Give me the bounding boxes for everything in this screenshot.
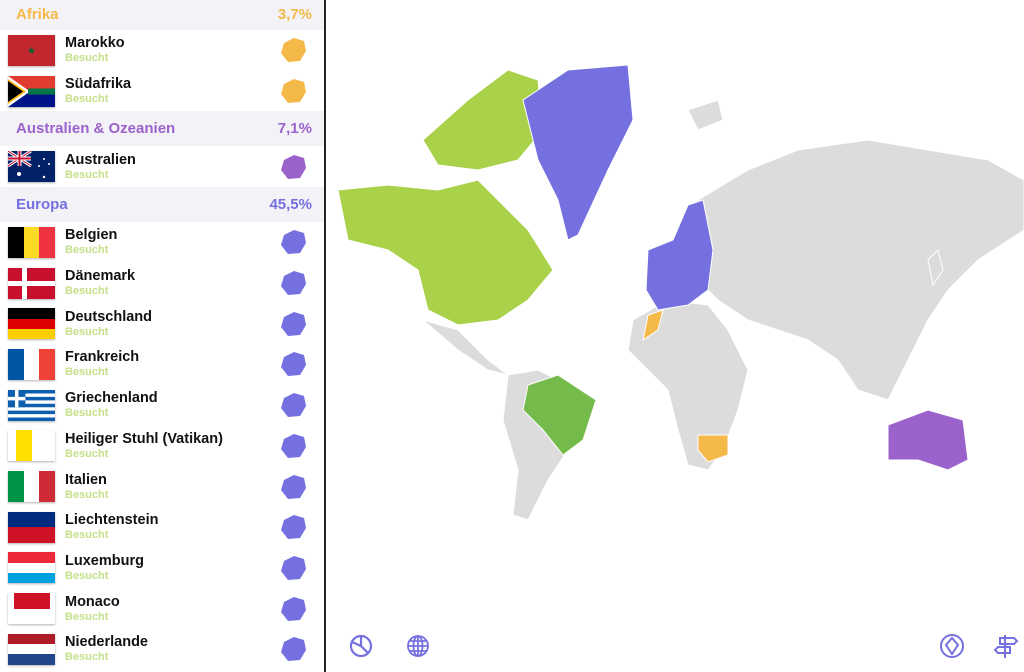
country-row[interactable]: Deutschland Besucht (0, 303, 324, 344)
country-name: Niederlande (65, 634, 148, 651)
flag-australia (8, 151, 55, 183)
flag-denmark (8, 267, 55, 299)
map-canada-islands (422, 69, 544, 171)
section-title: Afrika (16, 6, 59, 23)
section-header: Australien & Ozeanien 7,1% (0, 111, 324, 147)
country-shape-icon (281, 515, 306, 540)
flag-germany (8, 308, 55, 340)
visit-status: Besucht (65, 366, 109, 379)
section-percent: 3,7% (277, 6, 312, 23)
country-row[interactable]: Griechenland Besucht (0, 385, 324, 426)
country-list[interactable]: Afrika 3,7% ★ Marokko Besucht Südafrika Be… (0, 0, 326, 672)
visit-status: Besucht (65, 651, 109, 664)
country-name: Frankreich (65, 349, 140, 366)
map-australia (887, 409, 969, 471)
country-row[interactable]: Dänemark Besucht (0, 263, 324, 304)
signpost-icon[interactable] (994, 633, 1020, 659)
visit-status: Besucht (65, 244, 109, 257)
country-name: Deutschland (65, 308, 153, 325)
country-row[interactable]: Luxemburg Besucht (0, 548, 324, 589)
country-shape-icon (281, 230, 306, 255)
country-row[interactable]: Frankreich Besucht (0, 344, 324, 385)
world-heritage-icon[interactable] (939, 633, 965, 659)
visit-status: Besucht (65, 52, 109, 65)
country-name: Liechtenstein (65, 512, 159, 529)
section-header: Afrika 3,7% (0, 0, 324, 30)
section-title: Australien & Ozeanien (16, 120, 176, 138)
country-name: Dänemark (65, 268, 136, 285)
country-row[interactable]: Belgien Besucht (0, 222, 324, 263)
pie-chart-icon[interactable] (348, 633, 374, 659)
visit-status: Besucht (65, 529, 109, 542)
country-shape-icon (281, 154, 306, 179)
visit-status: Besucht (65, 488, 109, 501)
country-name: Südafrika (65, 76, 132, 93)
country-shape-icon (281, 271, 306, 296)
country-name: Belgien (65, 227, 118, 244)
flag-morocco: ★ (8, 34, 55, 66)
country-shape-icon (281, 555, 306, 580)
section-title: Europa (16, 196, 68, 214)
country-name: Griechenland (65, 390, 158, 407)
country-shape-icon (281, 352, 306, 377)
visit-status: Besucht (65, 569, 109, 582)
map-morocco (642, 309, 664, 342)
flag-luxembourg (8, 552, 55, 584)
map-europe (645, 199, 714, 311)
country-shape-icon (281, 393, 306, 418)
globe-icon[interactable] (405, 633, 431, 659)
flag-south-africa (8, 75, 55, 107)
country-shape-icon (281, 596, 306, 621)
country-shape-icon (281, 38, 306, 63)
flag-france (8, 348, 55, 380)
visit-status: Besucht (65, 610, 109, 623)
map-north-america (337, 179, 554, 326)
visit-status: Besucht (65, 407, 109, 420)
country-name: Italien (65, 471, 107, 488)
country-row[interactable]: Liechtenstein Besucht (0, 507, 324, 548)
visit-status: Besucht (65, 447, 109, 460)
country-name: Heiliger Stuhl (Vatikan) (65, 430, 223, 447)
country-row[interactable]: Italien Besucht (0, 466, 324, 507)
flag-italy (8, 471, 55, 503)
visit-status: Besucht (65, 168, 109, 181)
visit-status: Besucht (65, 285, 109, 298)
country-row[interactable]: Monaco Besucht (0, 588, 324, 629)
flag-greece (8, 389, 55, 421)
visit-status: Besucht (65, 93, 109, 106)
country-name: Marokko (65, 35, 125, 52)
country-row[interactable]: Australien Besucht (0, 146, 324, 187)
visit-status: Besucht (65, 325, 109, 338)
country-name: Monaco (65, 593, 120, 610)
country-row[interactable]: Südafrika Besucht (0, 71, 324, 112)
country-row[interactable]: Heiliger Stuhl (Vatikan) Besucht (0, 426, 324, 467)
country-shape-icon (281, 433, 306, 458)
flag-monaco (8, 593, 55, 625)
flag-liechtenstein (8, 511, 55, 543)
section-percent: 7,1% (277, 120, 312, 138)
map-svalbard (687, 99, 724, 131)
country-row[interactable]: Niederlande Besucht (0, 629, 324, 670)
country-shape-icon (281, 474, 306, 499)
map-brazil (522, 374, 597, 456)
country-row[interactable]: ★ Marokko Besucht (0, 30, 324, 71)
world-map[interactable] (328, 0, 1024, 672)
section-percent: 45,5% (269, 196, 312, 214)
country-shape-icon (281, 637, 306, 662)
flag-vatican (8, 430, 55, 462)
country-name: Australien (65, 151, 136, 168)
flag-netherlands (8, 633, 55, 665)
country-shape-icon (281, 79, 306, 104)
country-name: Luxemburg (65, 552, 144, 569)
map-greenland (522, 64, 634, 241)
map-japan (927, 249, 944, 287)
map-asia (697, 139, 1024, 401)
map-south-africa (697, 434, 729, 463)
section-header: Europa 45,5% (0, 187, 324, 223)
map-africa (627, 299, 749, 471)
flag-belgium (8, 226, 55, 258)
country-shape-icon (281, 311, 306, 336)
map-central-america (422, 319, 509, 376)
